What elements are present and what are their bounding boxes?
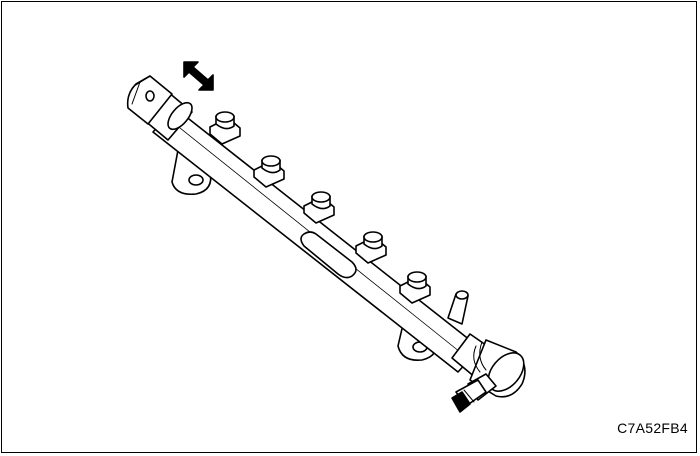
injector-port-icon (209, 111, 241, 145)
double-arrow-icon (183, 61, 214, 91)
injector-port-icon (303, 191, 335, 224)
pressure-sensor-icon (126, 75, 193, 141)
injector-port-icon (355, 231, 387, 264)
injector-port-icon (253, 155, 285, 188)
injector-port-icon (399, 271, 431, 304)
electrical-connector-icon (451, 373, 497, 413)
fuel-rail-icon (152, 107, 481, 373)
return-pipe-icon (447, 290, 469, 325)
figure-code-label: C7A52FB4 (617, 420, 688, 436)
